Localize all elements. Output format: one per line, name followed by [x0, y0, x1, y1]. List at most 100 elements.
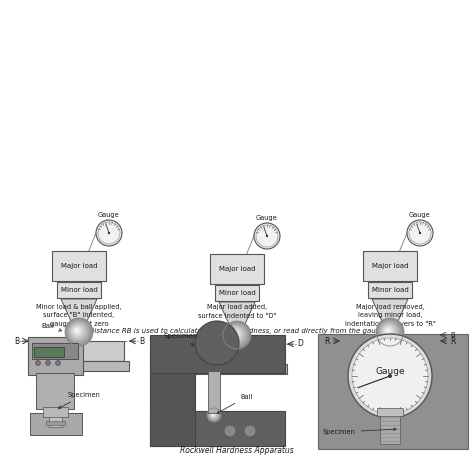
- Circle shape: [96, 220, 122, 246]
- Circle shape: [212, 413, 214, 415]
- Circle shape: [225, 323, 248, 346]
- FancyBboxPatch shape: [52, 251, 106, 281]
- Circle shape: [73, 326, 82, 336]
- Text: R: R: [325, 336, 330, 346]
- Circle shape: [227, 325, 245, 343]
- Circle shape: [224, 425, 236, 437]
- Text: B: B: [139, 336, 144, 346]
- FancyBboxPatch shape: [215, 285, 259, 301]
- Circle shape: [74, 328, 80, 334]
- FancyBboxPatch shape: [57, 282, 101, 298]
- FancyBboxPatch shape: [318, 334, 468, 449]
- Text: Minor load: Minor load: [61, 287, 97, 293]
- Circle shape: [231, 329, 240, 339]
- Text: Major load added,
surface indented to "D": Major load added, surface indented to "D…: [198, 304, 276, 319]
- Text: Major load: Major load: [61, 263, 97, 269]
- Circle shape: [382, 324, 396, 338]
- Text: Major load removed,
leaving minor load,
indentation recovers to "R": Major load removed, leaving minor load, …: [345, 304, 436, 327]
- Circle shape: [36, 360, 40, 365]
- Circle shape: [224, 322, 250, 348]
- Circle shape: [70, 323, 86, 339]
- Circle shape: [383, 325, 394, 336]
- Circle shape: [208, 409, 220, 421]
- Text: R: R: [450, 336, 456, 346]
- FancyBboxPatch shape: [150, 335, 285, 373]
- FancyBboxPatch shape: [32, 343, 78, 359]
- Text: Gauge: Gauge: [98, 212, 120, 218]
- Circle shape: [211, 413, 215, 416]
- Circle shape: [68, 321, 89, 342]
- Text: Gauge: Gauge: [375, 366, 405, 375]
- Text: Ball: Ball: [217, 394, 252, 413]
- Circle shape: [230, 329, 241, 340]
- Circle shape: [210, 411, 218, 419]
- Circle shape: [46, 360, 51, 365]
- Circle shape: [227, 325, 246, 344]
- Circle shape: [210, 412, 216, 417]
- Circle shape: [388, 374, 392, 378]
- Circle shape: [211, 412, 216, 417]
- FancyBboxPatch shape: [34, 341, 124, 361]
- Circle shape: [226, 324, 247, 345]
- Polygon shape: [61, 299, 97, 321]
- Text: Major load: Major load: [372, 263, 408, 269]
- Circle shape: [232, 331, 238, 336]
- Circle shape: [66, 319, 92, 345]
- Circle shape: [376, 318, 404, 346]
- Circle shape: [266, 235, 268, 237]
- Circle shape: [67, 320, 90, 343]
- Circle shape: [383, 325, 395, 337]
- Circle shape: [256, 225, 278, 247]
- Circle shape: [73, 327, 81, 335]
- FancyBboxPatch shape: [368, 282, 412, 298]
- Circle shape: [244, 425, 256, 437]
- Circle shape: [386, 329, 390, 333]
- Text: B: B: [14, 336, 19, 346]
- FancyBboxPatch shape: [340, 361, 440, 371]
- Circle shape: [209, 410, 219, 420]
- Circle shape: [69, 322, 88, 341]
- Circle shape: [383, 326, 393, 336]
- Circle shape: [380, 322, 399, 341]
- Circle shape: [380, 323, 398, 340]
- Circle shape: [223, 321, 251, 349]
- Polygon shape: [372, 299, 408, 321]
- Circle shape: [66, 319, 91, 344]
- Circle shape: [207, 409, 220, 421]
- Circle shape: [72, 325, 83, 336]
- Circle shape: [207, 408, 221, 422]
- Circle shape: [71, 324, 85, 338]
- Text: Minor load: Minor load: [219, 290, 255, 296]
- Circle shape: [98, 222, 120, 244]
- FancyBboxPatch shape: [29, 361, 129, 371]
- Circle shape: [407, 220, 433, 246]
- Circle shape: [209, 410, 218, 419]
- FancyBboxPatch shape: [43, 407, 68, 417]
- Text: Gauge: Gauge: [256, 215, 278, 221]
- FancyBboxPatch shape: [34, 347, 64, 357]
- FancyBboxPatch shape: [377, 408, 403, 416]
- Circle shape: [378, 320, 401, 343]
- FancyBboxPatch shape: [36, 373, 74, 409]
- Circle shape: [254, 223, 280, 249]
- Circle shape: [229, 328, 242, 341]
- Circle shape: [379, 321, 400, 342]
- Circle shape: [108, 232, 110, 234]
- Circle shape: [385, 328, 391, 334]
- Text: B: B: [450, 332, 455, 338]
- FancyBboxPatch shape: [363, 251, 417, 281]
- Text: Specimen: Specimen: [58, 392, 101, 409]
- Text: D: D: [171, 340, 177, 348]
- FancyBboxPatch shape: [380, 412, 400, 444]
- Circle shape: [195, 321, 239, 365]
- Text: Specimen: Specimen: [164, 333, 199, 346]
- Circle shape: [209, 409, 219, 420]
- Text: Rockwell Hardness Apparatus: Rockwell Hardness Apparatus: [180, 446, 294, 455]
- Polygon shape: [219, 302, 255, 324]
- Text: Specimen: Specimen: [323, 428, 396, 435]
- Circle shape: [419, 232, 421, 234]
- FancyBboxPatch shape: [150, 411, 285, 446]
- Circle shape: [348, 334, 432, 418]
- Circle shape: [75, 329, 79, 333]
- FancyBboxPatch shape: [46, 421, 65, 425]
